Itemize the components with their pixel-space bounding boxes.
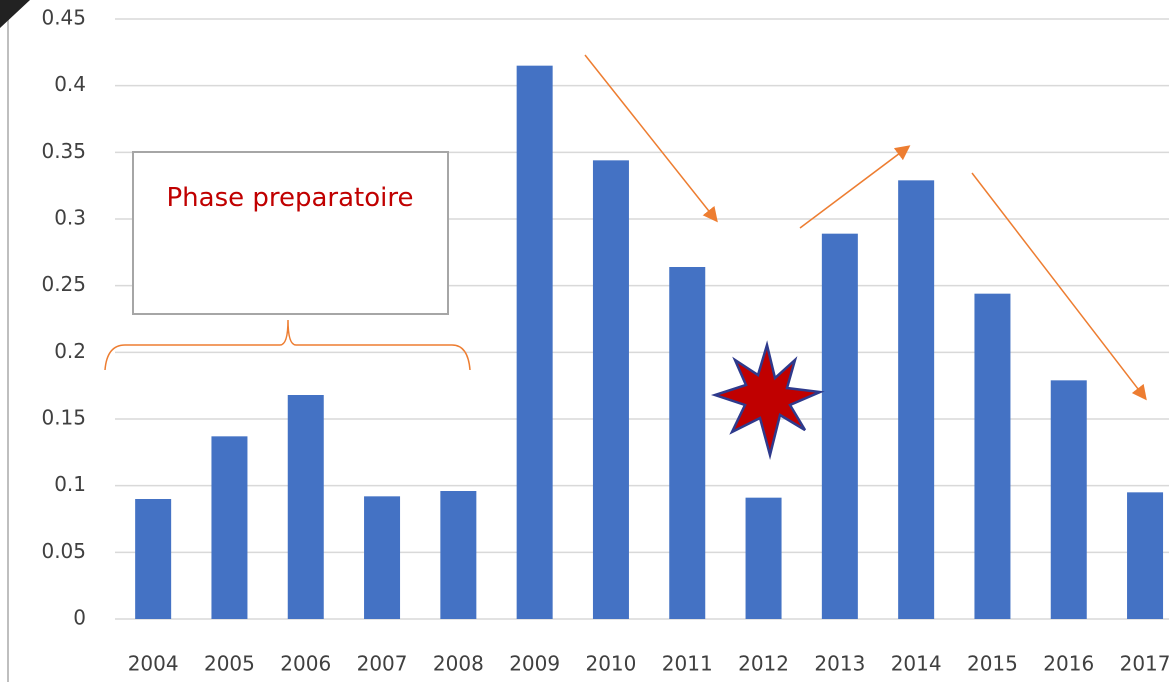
bar	[135, 499, 172, 619]
y-tick-label: 0.3	[54, 206, 86, 230]
x-tick-label: 2004	[128, 652, 179, 676]
trend-arrow	[584, 54, 718, 223]
corner-decoration	[0, 0, 30, 28]
bar	[211, 436, 248, 619]
y-tick-label: 0.45	[41, 6, 86, 30]
y-tick-label: 0.4	[54, 72, 86, 96]
x-tick-label: 2005	[204, 652, 255, 676]
y-tick-label: 0.15	[41, 406, 86, 430]
x-tick-label: 2009	[509, 652, 560, 676]
y-tick-label: 0.1	[54, 472, 86, 496]
y-tick-label: 0.35	[41, 139, 86, 163]
bar	[592, 160, 629, 620]
y-tick-label: 0.25	[41, 272, 86, 296]
bars	[135, 65, 1164, 620]
trend-arrow	[799, 145, 911, 229]
bracket	[104, 319, 471, 371]
x-tick-label: 2014	[891, 652, 942, 676]
bar	[669, 267, 706, 619]
bar	[974, 293, 1011, 619]
y-tick-label: 0.2	[54, 339, 86, 363]
y-tick-label: 0.05	[41, 539, 86, 563]
x-tick-label: 2007	[357, 652, 408, 676]
x-tick-label: 2010	[585, 652, 636, 676]
annotation-text: Phase preparatoire	[166, 183, 414, 213]
x-tick-label: 2006	[280, 652, 331, 676]
bar	[1127, 492, 1164, 619]
y-tick-label: 0	[73, 606, 86, 630]
bar	[898, 180, 935, 620]
bar	[1050, 380, 1087, 619]
x-tick-label: 2012	[738, 652, 789, 676]
x-tick-label: 2013	[814, 652, 865, 676]
bar	[287, 395, 324, 619]
x-tick-label: 2017	[1120, 652, 1169, 676]
bar	[745, 497, 782, 619]
bar	[440, 491, 477, 619]
bar	[821, 233, 858, 619]
bar	[516, 65, 553, 619]
bar	[364, 496, 401, 619]
burst-icon	[710, 340, 825, 460]
trend-arrow	[971, 172, 1147, 401]
x-tick-label: 2008	[433, 652, 484, 676]
annotation-box	[132, 151, 449, 315]
x-tick-label: 2016	[1043, 652, 1094, 676]
x-tick-label: 2015	[967, 652, 1018, 676]
x-tick-label: 2011	[662, 652, 713, 676]
